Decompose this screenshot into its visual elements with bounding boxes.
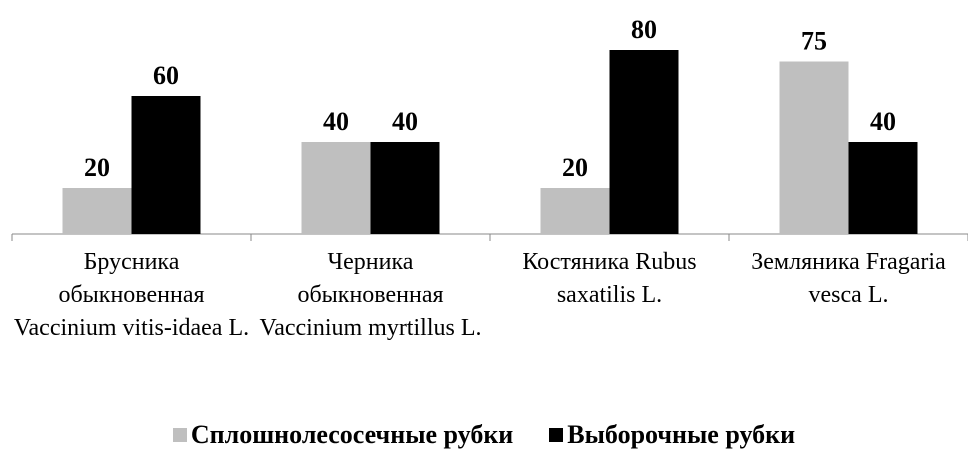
- bar: [301, 142, 371, 234]
- data-label: 60: [153, 61, 179, 90]
- x-tick-label: Брусника обыкновенная Vaccinium vitis-id…: [13, 249, 250, 341]
- legend: Сплошнолесосечные рубки Выборочные рубки: [0, 420, 968, 450]
- x-tick-label: Земляника Fragaria vesca L.: [751, 249, 946, 308]
- legend-swatch: [172, 428, 187, 442]
- bar: [131, 96, 201, 234]
- data-label: 40: [392, 107, 418, 136]
- legend-label: Сплошнолесосечные рубки: [190, 420, 514, 449]
- bar: [779, 61, 849, 234]
- data-label: 40: [323, 107, 349, 136]
- legend-item: Сплошнолесосечные рубки: [172, 420, 514, 450]
- bar: [609, 50, 679, 234]
- x-tick-label: Черника обыкновенная Vaccinium myrtillus…: [259, 249, 482, 341]
- bar: [370, 142, 440, 234]
- bar: [848, 142, 918, 234]
- bar: [62, 188, 132, 234]
- legend-item: Выборочные рубки: [549, 420, 795, 450]
- legend-label: Выборочные рубки: [567, 420, 796, 449]
- x-tick-label: Костяника Rubus saxatilis L.: [522, 249, 697, 308]
- data-label: 80: [631, 15, 657, 44]
- legend-swatch: [549, 428, 564, 442]
- data-label: 20: [84, 153, 110, 182]
- data-label: 20: [562, 153, 588, 182]
- bar: [540, 188, 610, 234]
- data-label: 40: [870, 107, 896, 136]
- data-label: 75: [801, 27, 827, 56]
